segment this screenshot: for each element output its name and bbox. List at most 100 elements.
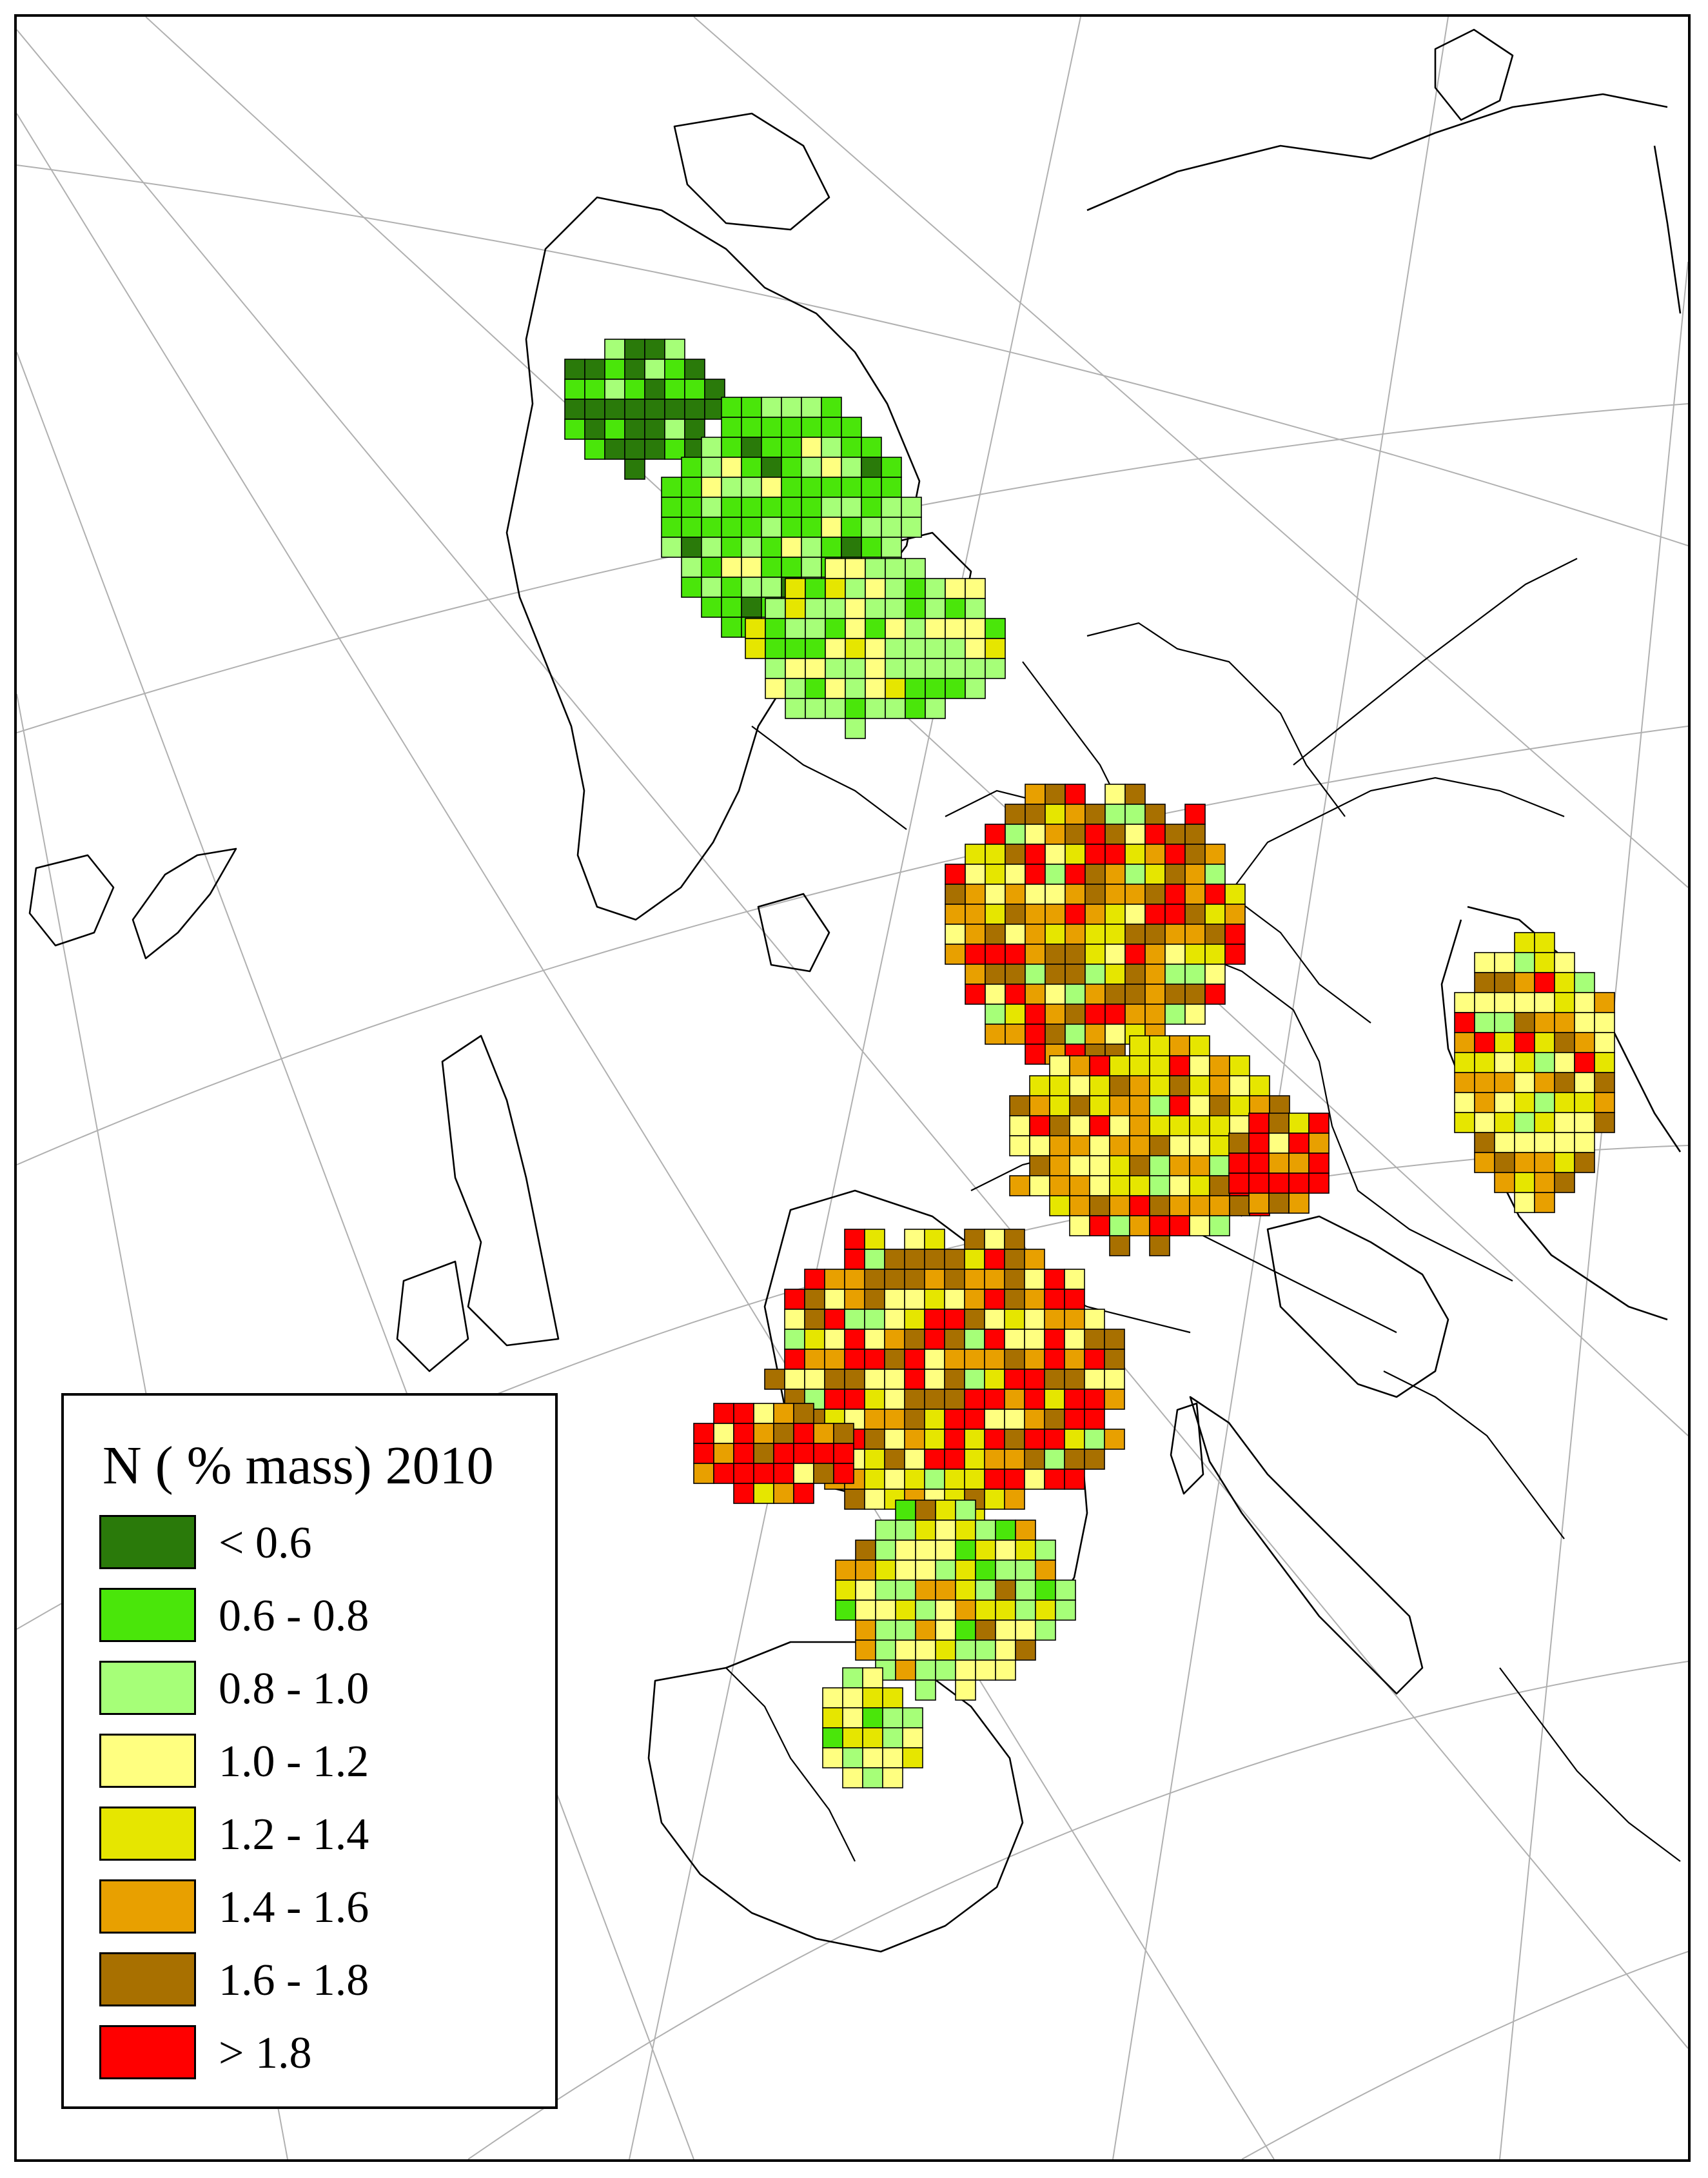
grid-cell	[875, 1579, 896, 1601]
grid-cell	[1015, 1619, 1036, 1641]
grid-cell	[1494, 1012, 1515, 1033]
grid-cell	[1045, 944, 1066, 965]
legend-swatch	[99, 1807, 196, 1861]
grid-cell	[1594, 1032, 1615, 1053]
grid-cell	[1454, 1072, 1475, 1093]
grid-cell	[865, 658, 886, 679]
grid-cell	[745, 638, 766, 659]
grid-cell	[845, 658, 866, 679]
grid-cell	[1035, 1559, 1056, 1581]
legend-label: > 1.8	[219, 2028, 312, 2078]
grid-cell	[805, 618, 826, 639]
legend-swatch	[99, 1879, 196, 1934]
grid-cell	[1169, 1195, 1190, 1216]
grid-cell	[1089, 1075, 1110, 1096]
grid-cell	[1574, 972, 1595, 993]
grid-cell	[1045, 924, 1066, 945]
grid-cell	[1474, 972, 1495, 993]
grid-cell	[704, 379, 725, 400]
grid-cell	[904, 1329, 925, 1350]
grid-cell	[861, 517, 882, 538]
grid-cell	[1494, 1132, 1515, 1153]
grid-cell	[1069, 1095, 1090, 1116]
grid-cell	[904, 1409, 925, 1430]
grid-cell	[1164, 964, 1186, 985]
grid-cell	[1554, 952, 1575, 973]
grid-cell	[1004, 1229, 1025, 1250]
grid-cell	[965, 964, 986, 985]
grid-cell	[1169, 1155, 1190, 1176]
grid-cell	[825, 638, 846, 659]
grid-cell	[713, 1403, 734, 1424]
grid-cell	[1035, 1599, 1056, 1621]
grid-cell	[915, 1520, 936, 1541]
grid-cell	[885, 698, 906, 719]
grid-cell	[985, 964, 1006, 985]
grid-cell	[1065, 964, 1086, 985]
grid-cell	[884, 1469, 905, 1490]
grid-cell	[1268, 1133, 1290, 1154]
grid-cell	[985, 904, 1006, 925]
grid-cell	[841, 517, 862, 538]
grid-cell	[902, 1707, 923, 1728]
grid-cell	[721, 617, 742, 638]
grid-cell	[1229, 1095, 1250, 1116]
grid-cell	[925, 578, 946, 599]
grid-cell	[1269, 1095, 1290, 1116]
grid-cell	[862, 1667, 883, 1688]
grid-cell	[1474, 1072, 1495, 1093]
grid-cell	[1189, 1055, 1210, 1076]
grid-cell	[984, 1349, 1005, 1370]
grid-cell	[845, 578, 866, 599]
grid-cell	[995, 1579, 1016, 1601]
grid-cell	[1149, 1075, 1170, 1096]
grid-cell	[1574, 1112, 1595, 1133]
grid-cell	[773, 1403, 794, 1424]
grid-cell	[1129, 1115, 1150, 1136]
grid-cell	[1129, 1055, 1150, 1076]
grid-cell	[841, 417, 862, 438]
grid-cell	[1064, 1349, 1085, 1370]
grid-cell	[821, 517, 842, 538]
grid-cell	[1124, 904, 1146, 925]
grid-cell	[1228, 1173, 1250, 1194]
grid-cell	[741, 577, 762, 598]
grid-cell	[855, 1579, 876, 1601]
grid-cell	[1005, 864, 1026, 885]
grid-cell	[842, 1767, 863, 1788]
grid-cell	[741, 417, 762, 438]
grid-cell	[824, 1389, 845, 1410]
grid-cell	[1005, 904, 1026, 925]
grid-cell	[1169, 1115, 1190, 1136]
grid-cell	[1049, 1095, 1070, 1116]
grid-cell	[1204, 924, 1226, 945]
grid-cell	[955, 1559, 976, 1581]
grid-cell	[1149, 1175, 1170, 1196]
grid-cell	[1594, 1112, 1615, 1133]
grid-cell	[835, 1599, 856, 1621]
grid-cell	[1064, 1409, 1085, 1430]
grid-cell	[1574, 1072, 1595, 1093]
grid-cell	[881, 457, 902, 478]
grid-cell	[841, 497, 862, 518]
grid-cell	[1024, 1349, 1045, 1370]
grid-cell	[865, 558, 886, 579]
grid-cell	[741, 557, 762, 578]
grid-cell	[1514, 1112, 1535, 1133]
grid-cell	[1149, 1035, 1170, 1056]
grid-cell	[1064, 1469, 1085, 1490]
grid-cell	[861, 437, 882, 458]
grid-cell	[805, 598, 826, 619]
grid-cell	[1574, 1012, 1595, 1033]
grid-cell	[1144, 984, 1166, 1005]
legend-label: 1.4 - 1.6	[219, 1883, 369, 1932]
grid-cell	[955, 1520, 976, 1541]
grid-cell	[644, 359, 665, 380]
grid-cell	[1494, 992, 1515, 1013]
grid-cell	[1035, 1539, 1056, 1561]
grid-cell	[824, 1309, 845, 1330]
grid-cell	[915, 1619, 936, 1641]
grid-cell	[1064, 1329, 1085, 1350]
grid-cell	[964, 1329, 985, 1350]
grid-cell	[1005, 1024, 1026, 1045]
